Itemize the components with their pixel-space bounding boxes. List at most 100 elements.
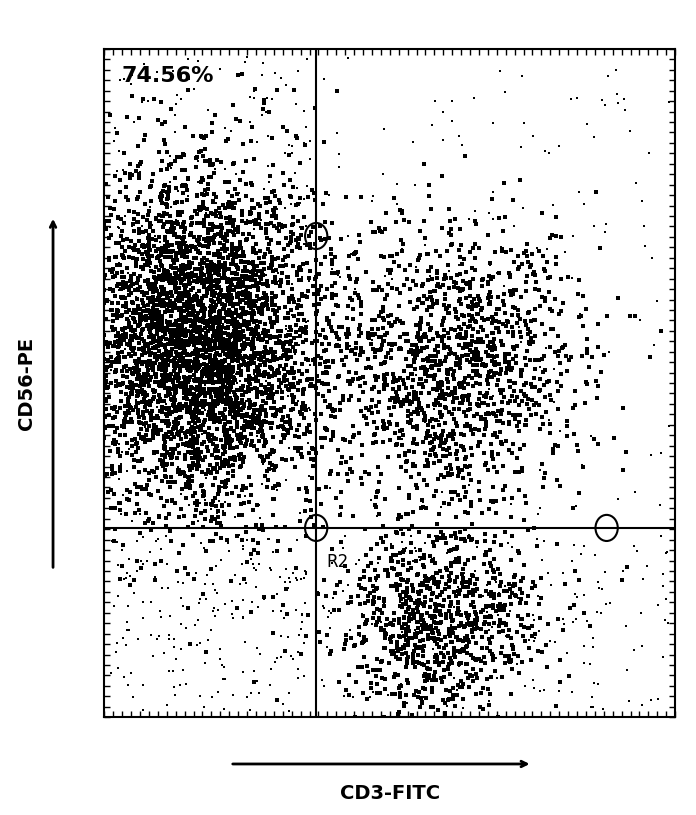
Point bbox=[380, 627, 391, 640]
Point bbox=[175, 294, 186, 307]
Point bbox=[507, 529, 518, 542]
Point bbox=[504, 417, 515, 430]
Point bbox=[456, 332, 467, 345]
Point bbox=[340, 684, 351, 697]
Point bbox=[356, 471, 367, 484]
Point bbox=[188, 336, 199, 349]
Point bbox=[298, 323, 309, 336]
Point bbox=[111, 330, 122, 343]
Point bbox=[139, 289, 150, 302]
Point bbox=[411, 478, 422, 491]
Point bbox=[230, 305, 242, 318]
Point bbox=[400, 395, 411, 408]
Point bbox=[181, 349, 192, 362]
Point bbox=[221, 293, 232, 306]
Point bbox=[398, 327, 409, 340]
Point bbox=[267, 204, 278, 217]
Point bbox=[165, 425, 176, 438]
Point bbox=[196, 268, 207, 281]
Point bbox=[114, 450, 125, 463]
Point bbox=[306, 377, 317, 390]
Point bbox=[90, 275, 102, 289]
Point bbox=[309, 352, 320, 365]
Point bbox=[152, 350, 164, 363]
Point bbox=[231, 112, 242, 126]
Point bbox=[123, 399, 134, 412]
Point bbox=[362, 693, 373, 706]
Point bbox=[177, 178, 189, 192]
Point bbox=[443, 332, 454, 345]
Point bbox=[117, 632, 128, 645]
Point bbox=[429, 398, 440, 411]
Point bbox=[88, 408, 100, 421]
Point bbox=[131, 303, 142, 316]
Point bbox=[177, 315, 189, 328]
Point bbox=[194, 359, 205, 372]
Point bbox=[428, 457, 439, 470]
Point bbox=[178, 346, 189, 359]
Point bbox=[543, 413, 554, 426]
Point bbox=[207, 371, 218, 384]
Point bbox=[103, 341, 114, 354]
Point bbox=[306, 471, 317, 484]
Point bbox=[528, 614, 539, 627]
Point bbox=[160, 272, 171, 285]
Point bbox=[317, 440, 328, 453]
Point bbox=[351, 675, 362, 688]
Point bbox=[460, 332, 471, 345]
Point bbox=[301, 486, 313, 499]
Point bbox=[507, 287, 519, 300]
Point bbox=[181, 355, 192, 368]
Point bbox=[491, 410, 502, 423]
Point bbox=[471, 672, 482, 685]
Point bbox=[114, 496, 125, 509]
Point bbox=[403, 491, 414, 504]
Point bbox=[274, 367, 285, 380]
Point bbox=[519, 246, 530, 259]
Point bbox=[209, 262, 220, 275]
Point bbox=[231, 353, 242, 366]
Point bbox=[521, 238, 532, 251]
Point bbox=[269, 67, 280, 80]
Point bbox=[429, 609, 440, 622]
Point bbox=[260, 397, 271, 410]
Point bbox=[219, 405, 230, 418]
Point bbox=[175, 349, 186, 362]
Point bbox=[142, 340, 153, 353]
Point bbox=[385, 579, 396, 592]
Point bbox=[273, 236, 284, 249]
Point bbox=[175, 92, 187, 105]
Point bbox=[603, 346, 615, 359]
Point bbox=[284, 344, 295, 357]
Point bbox=[129, 478, 141, 491]
Point bbox=[301, 256, 313, 269]
Point bbox=[166, 535, 177, 548]
Point bbox=[404, 611, 415, 624]
Point bbox=[370, 500, 381, 513]
Point bbox=[145, 250, 156, 263]
Point bbox=[218, 270, 229, 283]
Point bbox=[163, 250, 174, 263]
Point bbox=[356, 296, 367, 309]
Point bbox=[164, 480, 175, 493]
Point bbox=[375, 663, 386, 676]
Point bbox=[246, 339, 257, 352]
Point bbox=[285, 417, 296, 430]
Point bbox=[298, 210, 309, 223]
Point bbox=[301, 327, 312, 340]
Point bbox=[171, 333, 182, 346]
Point bbox=[284, 174, 295, 187]
Point bbox=[228, 157, 239, 170]
Point bbox=[223, 415, 234, 428]
Point bbox=[516, 465, 528, 478]
Point bbox=[371, 662, 382, 675]
Point bbox=[474, 436, 485, 449]
Point bbox=[81, 458, 93, 471]
Point bbox=[478, 589, 489, 602]
Point bbox=[90, 402, 102, 415]
Point bbox=[213, 382, 224, 395]
Point bbox=[403, 522, 414, 535]
Point bbox=[181, 622, 192, 635]
Point bbox=[191, 357, 203, 370]
Point bbox=[132, 276, 143, 289]
